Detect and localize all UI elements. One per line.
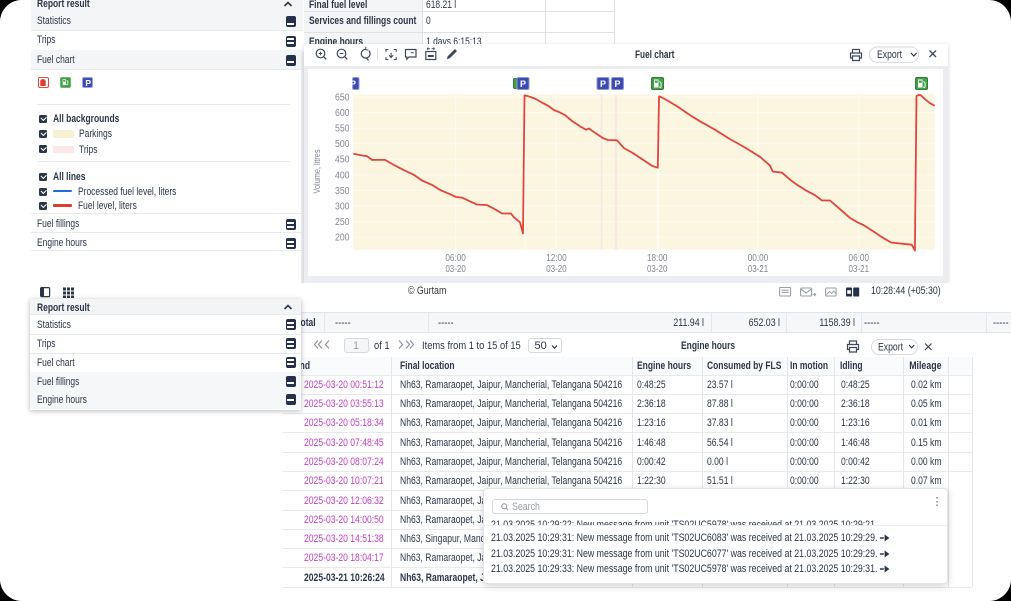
svg-text:P: P xyxy=(614,79,620,89)
svg-text:Volume, litres: Volume, litres xyxy=(312,149,323,193)
svg-text:250: 250 xyxy=(335,217,350,228)
svg-text:350: 350 xyxy=(335,186,350,197)
svg-text:200: 200 xyxy=(335,233,350,244)
svg-text:450: 450 xyxy=(335,155,350,166)
svg-text:03-20: 03-20 xyxy=(445,264,466,275)
svg-text:P: P xyxy=(350,79,356,89)
svg-text:03-20: 03-20 xyxy=(546,264,567,275)
svg-text:400: 400 xyxy=(335,170,350,181)
svg-text:00:00: 00:00 xyxy=(748,253,769,264)
svg-text:03-21: 03-21 xyxy=(849,264,870,275)
svg-text:03-20: 03-20 xyxy=(647,264,668,275)
svg-text:06:00: 06:00 xyxy=(849,253,870,264)
svg-text:P: P xyxy=(520,79,526,89)
svg-text:P: P xyxy=(600,79,606,89)
svg-text:600: 600 xyxy=(335,108,350,119)
svg-text:03-21: 03-21 xyxy=(748,264,769,275)
svg-text:18:00: 18:00 xyxy=(647,253,668,264)
svg-text:550: 550 xyxy=(335,124,350,135)
svg-text:Export: Export xyxy=(877,49,902,61)
svg-text:12:00: 12:00 xyxy=(546,253,567,264)
svg-text:650: 650 xyxy=(335,92,350,103)
svg-text:300: 300 xyxy=(335,202,350,213)
svg-text:Export: Export xyxy=(878,341,903,353)
svg-text:06:00: 06:00 xyxy=(445,253,466,264)
svg-text:500: 500 xyxy=(335,139,350,150)
